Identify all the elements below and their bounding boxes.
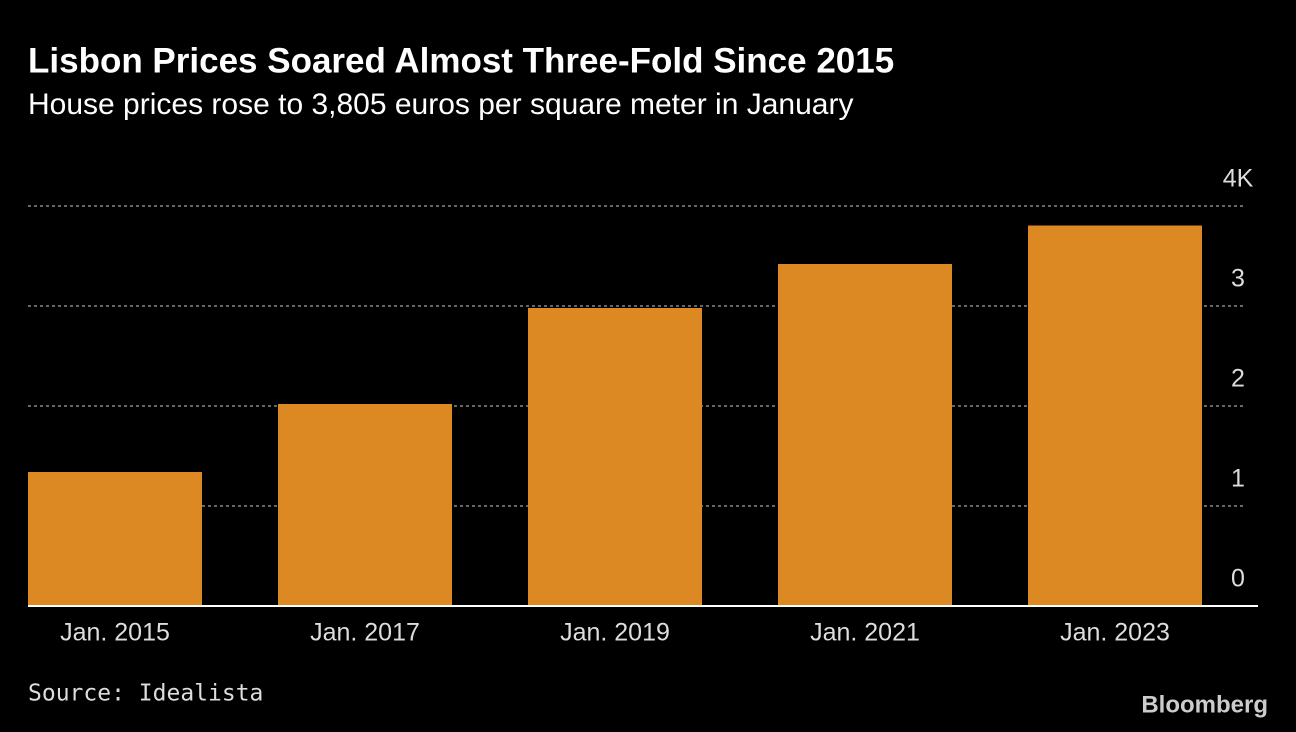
y-tick-label: 3	[1231, 265, 1245, 293]
y-tick-label: 2	[1231, 365, 1245, 393]
bar	[778, 264, 952, 606]
bar	[278, 404, 452, 606]
bar	[28, 472, 202, 606]
y-tick-label: 1	[1231, 465, 1245, 493]
x-tick-label: Jan. 2015	[60, 619, 170, 647]
y-tick-label: 0	[1231, 565, 1245, 593]
x-tick-label: Jan. 2021	[810, 619, 920, 647]
chart-subtitle: House prices rose to 3,805 euros per squ…	[28, 88, 853, 121]
x-tick-label: Jan. 2023	[1060, 619, 1170, 647]
source: Source: Idealista	[28, 681, 263, 707]
x-tick-label: Jan. 2019	[560, 619, 670, 647]
bar	[528, 308, 702, 606]
chart-title: Lisbon Prices Soared Almost Three-Fold S…	[28, 41, 894, 80]
y-tick-label: 4K	[1223, 165, 1254, 193]
bar	[1028, 225, 1202, 606]
brand-logo: Bloomberg	[1141, 691, 1268, 718]
x-tick-label: Jan. 2017	[310, 619, 420, 647]
